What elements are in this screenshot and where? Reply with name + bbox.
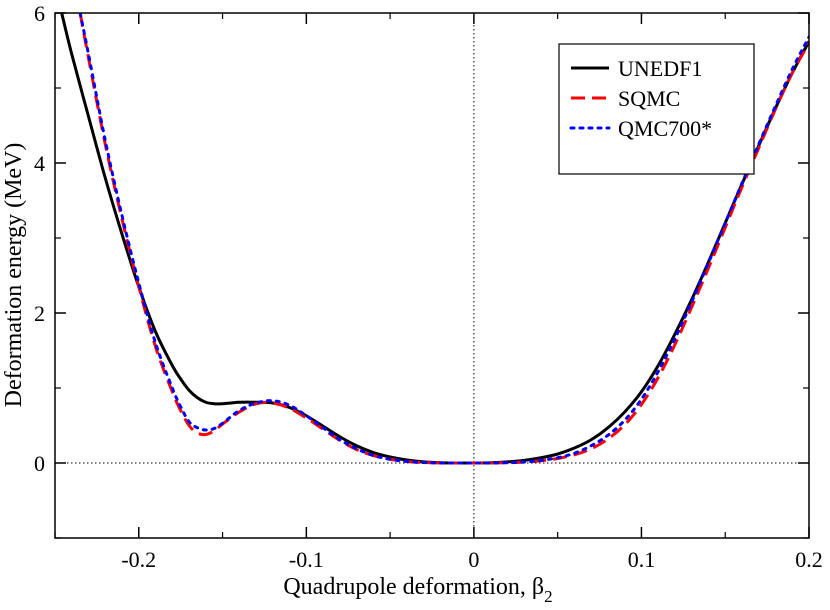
x-axis-ticks: -0.2 -0.1 0 0.1 0.2 bbox=[54, 13, 823, 572]
y-tick-label: 0 bbox=[34, 451, 45, 476]
x-tick-label: 0 bbox=[468, 547, 479, 572]
x-tick-label: 0.2 bbox=[795, 547, 823, 572]
x-axis-label-subscript: 2 bbox=[544, 587, 553, 606]
series-line-unedf1 bbox=[60, 13, 809, 465]
legend-label-qmc700: QMC700* bbox=[618, 116, 712, 141]
legend-label-unedf1: UNEDF1 bbox=[618, 56, 702, 81]
y-tick-label: 2 bbox=[34, 301, 45, 326]
y-axis-ticks: 0 2 4 6 bbox=[34, 1, 809, 539]
series-line-sqmc bbox=[78, 13, 809, 465]
x-axis-label: Quadrupole deformation, β2 bbox=[283, 574, 552, 606]
legend-label-sqmc: SQMC bbox=[618, 86, 680, 111]
y-tick-label: 4 bbox=[34, 151, 45, 176]
y-tick-label: 6 bbox=[34, 1, 45, 26]
x-tick-label: -0.1 bbox=[289, 547, 324, 572]
y-axis-label: Deformation energy (MeV) bbox=[1, 143, 27, 408]
legend-box bbox=[558, 43, 755, 175]
x-tick-label: 0.1 bbox=[628, 547, 656, 572]
series-line-qmc700 bbox=[78, 13, 809, 465]
x-tick-label: -0.2 bbox=[121, 547, 156, 572]
plot-frame bbox=[54, 12, 810, 539]
legend: UNEDF1 SQMC QMC700* bbox=[558, 43, 755, 175]
